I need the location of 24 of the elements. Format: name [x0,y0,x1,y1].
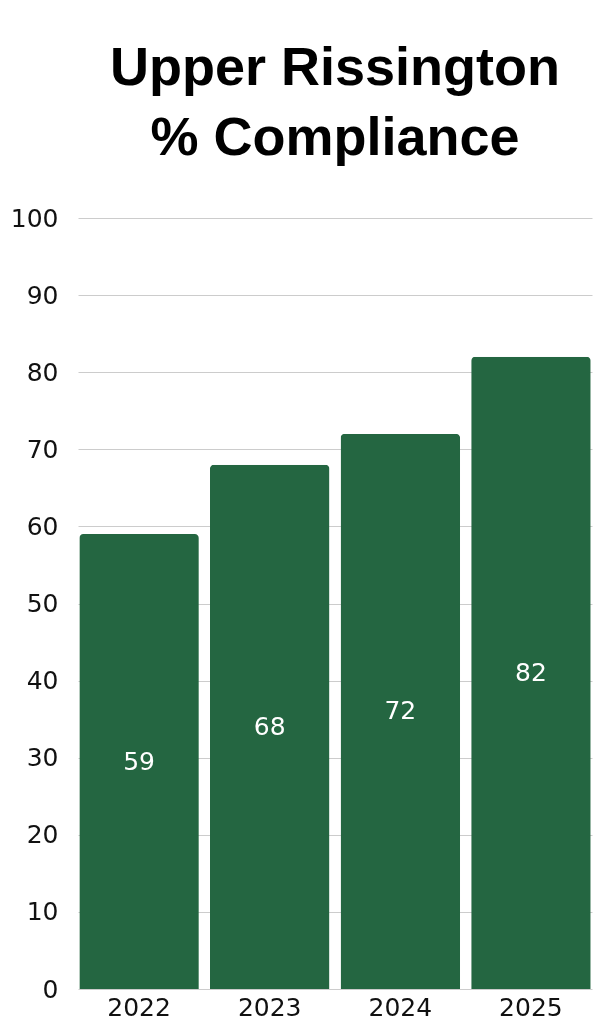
data-label: 72 [384,696,417,726]
x-tick-label: 2025 [499,992,563,1022]
y-tick-label: 60 [26,511,59,541]
x-tick-label: 2022 [107,992,171,1022]
y-tick-label: 0 [42,974,59,1004]
x-tick-label: 2023 [237,992,302,1022]
y-tick-label: 50 [26,589,59,618]
bar [471,356,591,989]
y-tick-label: 90 [26,280,59,310]
chart-title: Upper Rissington % Compliance [109,36,561,166]
y-tick-label: 40 [26,666,59,696]
data-label: 82 [515,657,547,687]
x-tick-label: 2024 [368,992,433,1022]
y-tick-label: 20 [26,820,59,850]
y-tick-label: 30 [26,743,59,773]
bar [340,433,461,989]
data-label: 59 [123,746,155,776]
y-tick-label: 10 [26,897,59,927]
y-tick-label: 100 [10,203,59,233]
y-tick-label: 80 [26,357,59,387]
bar [79,534,199,989]
bar [209,464,330,989]
y-tick-label: 70 [26,434,59,464]
data-label: 68 [253,711,286,741]
